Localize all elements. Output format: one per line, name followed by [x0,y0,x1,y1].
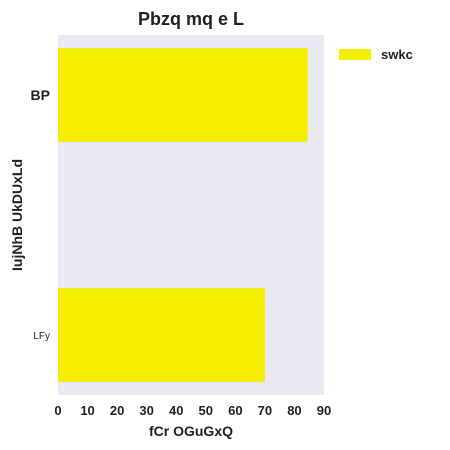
category-label-bp: BP [31,87,50,103]
bar-bp [58,48,308,142]
category-label-lfy: LFy [33,331,50,342]
x-tick-90: 90 [317,403,331,418]
x-tick-40: 40 [169,403,183,418]
x-tick-80: 80 [287,403,301,418]
bars [58,48,308,382]
x-tick-20: 20 [110,403,124,418]
x-tick-labels: 0 10 20 30 40 50 60 70 80 90 [54,403,331,418]
x-tick-30: 30 [139,403,153,418]
legend-swatch [339,49,371,60]
x-tick-0: 0 [54,403,61,418]
legend: swkc [339,47,413,62]
chart-title: Pbzq mq e L [138,9,244,29]
x-tick-50: 50 [199,403,213,418]
x-tick-10: 10 [80,403,94,418]
bar-lfy [58,288,265,382]
y-axis-label: IujNhB UkDUxLd [9,159,25,271]
x-axis-label: fCr OGuGxQ [149,423,233,439]
legend-label: swkc [381,47,413,62]
x-tick-70: 70 [258,403,272,418]
category-labels: BP LFy [31,87,50,342]
x-tick-60: 60 [228,403,242,418]
